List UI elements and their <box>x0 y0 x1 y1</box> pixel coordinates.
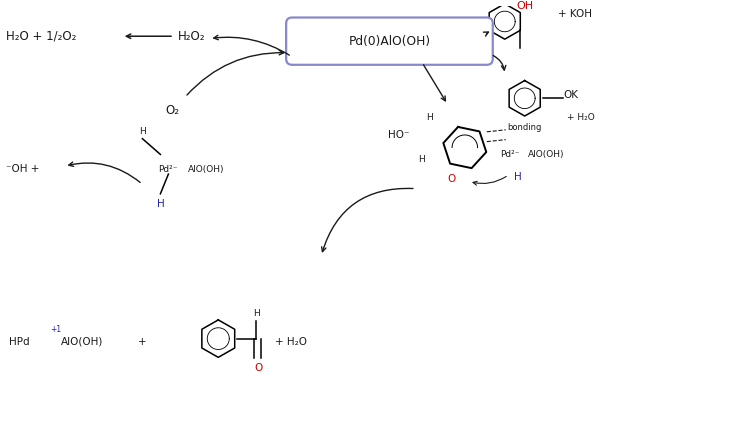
Text: + H₂O: + H₂O <box>275 337 307 347</box>
Text: AlO(OH): AlO(OH) <box>61 337 103 347</box>
Text: Pd²⁻: Pd²⁻ <box>158 165 178 174</box>
FancyArrowPatch shape <box>483 32 488 36</box>
FancyArrowPatch shape <box>423 65 445 101</box>
Text: O₂: O₂ <box>166 104 180 117</box>
Text: H: H <box>418 155 426 164</box>
Text: + H₂O: + H₂O <box>566 113 594 123</box>
FancyArrowPatch shape <box>69 162 140 182</box>
FancyArrowPatch shape <box>322 188 413 252</box>
FancyArrowPatch shape <box>473 176 507 185</box>
Text: H₂O₂: H₂O₂ <box>178 30 206 43</box>
Text: HO⁻: HO⁻ <box>388 130 410 140</box>
Text: H: H <box>253 308 260 317</box>
FancyArrowPatch shape <box>126 34 172 38</box>
Text: O: O <box>447 174 456 184</box>
Text: +1: +1 <box>50 325 62 334</box>
Text: ⁻OH +: ⁻OH + <box>6 164 39 174</box>
Text: AlO(OH): AlO(OH) <box>528 150 564 159</box>
Text: Pd²⁻: Pd²⁻ <box>500 150 519 159</box>
Text: O: O <box>254 363 262 373</box>
Text: OK: OK <box>564 90 579 101</box>
Text: AlO(OH): AlO(OH) <box>188 165 225 174</box>
Text: H: H <box>426 113 433 123</box>
Text: +: + <box>138 337 147 347</box>
Text: H₂O + 1/₂O₂: H₂O + 1/₂O₂ <box>6 30 76 43</box>
Text: H: H <box>514 172 521 182</box>
FancyArrowPatch shape <box>493 55 506 70</box>
Text: + KOH: + KOH <box>558 9 591 19</box>
Text: H: H <box>139 127 146 136</box>
Text: H: H <box>156 199 164 209</box>
FancyArrowPatch shape <box>214 35 289 55</box>
Text: OH: OH <box>517 1 534 11</box>
FancyArrowPatch shape <box>187 50 284 95</box>
Text: Pd(0)AlO(OH): Pd(0)AlO(OH) <box>348 35 431 48</box>
Text: bonding: bonding <box>508 124 542 132</box>
FancyBboxPatch shape <box>286 17 493 65</box>
Text: HPd: HPd <box>9 337 29 347</box>
